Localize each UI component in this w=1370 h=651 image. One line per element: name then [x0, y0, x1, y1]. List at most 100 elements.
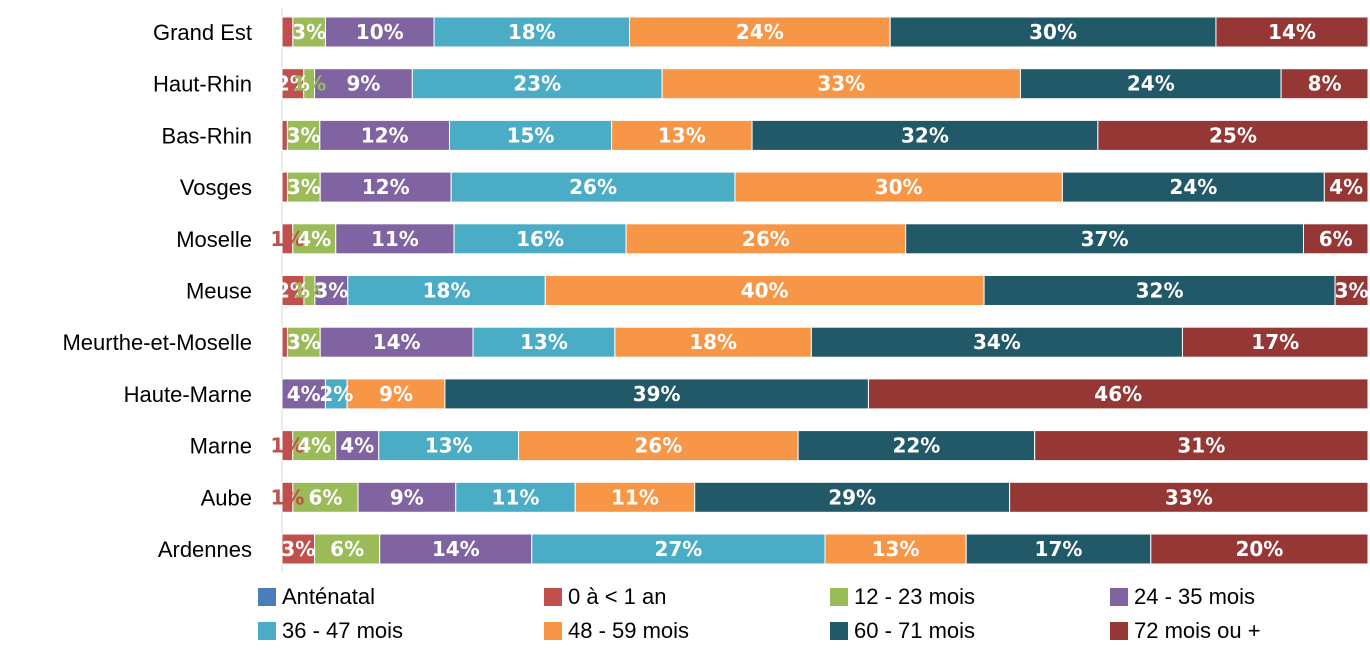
legend: Anténatal 0 à < 1 an 12 - 23 mois 24 - 35 m… [258, 584, 1261, 643]
data-label: 39% [633, 382, 681, 406]
category-label: Meuse [186, 279, 252, 304]
category-label: Haute-Marne [124, 382, 252, 407]
bar-segment [734, 171, 1063, 203]
bar-segment [1061, 171, 1325, 203]
data-label: 2% [319, 382, 353, 406]
bar-segment [1009, 481, 1369, 513]
data-label: 3% [314, 279, 348, 303]
bar-segment [433, 16, 631, 48]
bar-segment [319, 171, 452, 203]
data-label: 17% [1251, 330, 1299, 354]
data-label: 26% [634, 434, 682, 458]
bar-segment [319, 119, 450, 151]
data-label: 3% [292, 20, 326, 44]
bar-segment [1302, 223, 1369, 255]
bar-segment [286, 171, 321, 203]
data-label: 13% [425, 434, 473, 458]
legend-label: 12 - 23 mois [854, 584, 975, 609]
data-label: 40% [741, 279, 789, 303]
data-label: 23% [513, 72, 561, 96]
category-label: Vosges [180, 175, 252, 200]
bar-segment [574, 481, 696, 513]
bar-segment [346, 378, 446, 410]
data-label: 1% [270, 434, 304, 458]
data-label: 6% [330, 537, 364, 561]
legend-label: 0 à < 1 an [568, 584, 666, 609]
data-label: 3% [281, 537, 315, 561]
bar-segment [810, 326, 1183, 358]
bars-layer [281, 16, 1369, 565]
data-label: 12% [361, 123, 409, 147]
bar-segment [292, 430, 337, 462]
bar-segment [472, 326, 616, 358]
data-label: 46% [1094, 382, 1142, 406]
bar-segment [292, 481, 359, 513]
bar-segment [324, 16, 435, 48]
data-label: 9% [346, 72, 380, 96]
bar-segment [661, 68, 1021, 100]
data-label: 22% [892, 434, 940, 458]
legend-swatch [544, 622, 562, 640]
legend-label: 24 - 35 mois [1134, 584, 1255, 609]
data-label: 18% [689, 330, 737, 354]
bar-segment [1334, 275, 1369, 306]
bar-segment [1034, 430, 1369, 462]
bar-segment [629, 16, 891, 48]
data-label: 12% [362, 175, 410, 199]
data-label: 9% [390, 485, 424, 509]
data-label: 14% [432, 537, 480, 561]
bar-segment [1215, 16, 1369, 48]
data-label: 20% [1235, 537, 1283, 561]
data-label: 10% [356, 20, 404, 44]
data-label: 16% [516, 227, 564, 251]
data-label: 32% [1136, 279, 1184, 303]
data-label: 3% [1335, 279, 1369, 303]
data-label: 26% [569, 175, 617, 199]
legend-label: Anténatal [282, 584, 375, 609]
data-label: 11% [371, 227, 419, 251]
data-label: 32% [901, 123, 949, 147]
legend-swatch [1110, 622, 1128, 640]
bar-segment [531, 533, 826, 565]
category-label: Bas-Rhin [162, 123, 252, 148]
legend-label: 48 - 59 mois [568, 618, 689, 643]
bar-segment [444, 378, 869, 410]
data-label: 24% [736, 20, 784, 44]
category-label: Haut-Rhin [153, 72, 252, 97]
bar-segment [347, 275, 546, 306]
bar-segment [378, 430, 520, 462]
bar-segment [281, 533, 316, 565]
data-label: 11% [611, 485, 659, 509]
data-label: 11% [492, 485, 540, 509]
bar-segment [824, 533, 967, 565]
data-label: 24% [1127, 72, 1175, 96]
data-label: 17% [1035, 537, 1083, 561]
data-label: 30% [1029, 20, 1077, 44]
bar-segment [611, 119, 753, 151]
data-label: 14% [1268, 20, 1316, 44]
bar-segment [889, 16, 1217, 48]
bar-segment [319, 326, 474, 358]
data-label: 18% [508, 20, 556, 44]
category-label: Ardennes [158, 537, 252, 562]
data-label: 18% [423, 279, 471, 303]
data-label: 33% [817, 72, 865, 96]
data-label: 2% [276, 72, 310, 96]
bar-segment [1280, 68, 1369, 100]
data-label: 34% [973, 330, 1021, 354]
bar-segment [867, 378, 1369, 410]
bar-segment [314, 68, 413, 100]
data-label: 27% [654, 537, 702, 561]
data-label: 26% [742, 227, 790, 251]
bar-segment [1150, 533, 1369, 565]
data-label: 37% [1081, 227, 1129, 251]
data-label: 2% [276, 279, 310, 303]
bar-segment [797, 430, 1036, 462]
legend-swatch [544, 588, 562, 606]
data-label: 29% [828, 485, 876, 509]
data-label: 4% [297, 434, 331, 458]
data-label: 4% [287, 382, 321, 406]
data-label: 6% [1319, 227, 1353, 251]
data-label: 13% [658, 123, 706, 147]
bar-segment [1181, 326, 1369, 358]
